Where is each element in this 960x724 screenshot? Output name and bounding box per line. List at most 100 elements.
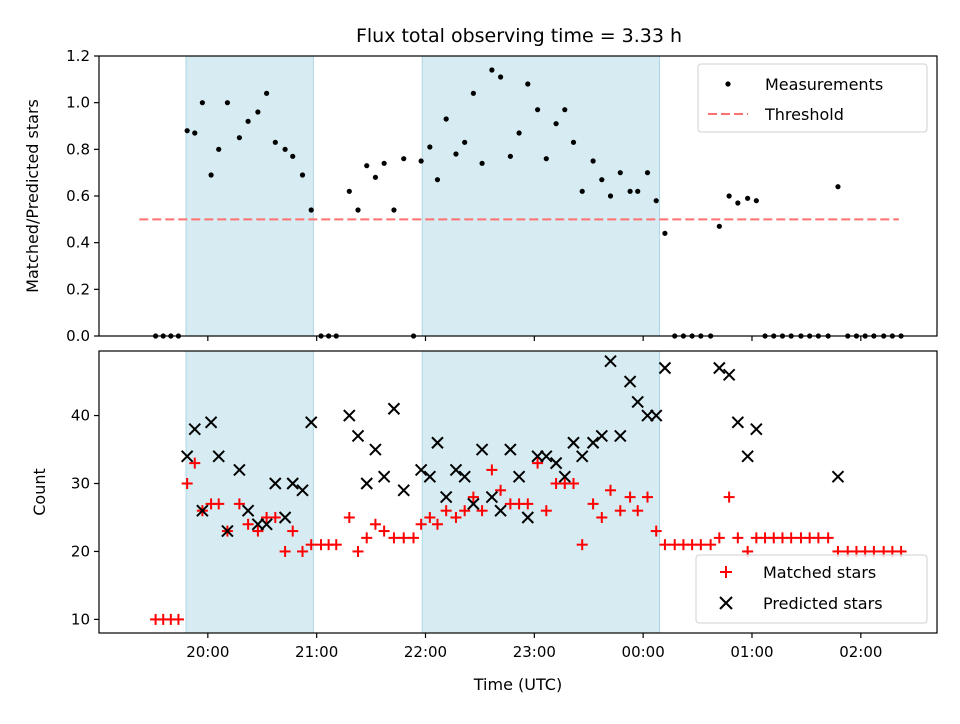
x-tick-label: 00:00: [622, 643, 665, 661]
predicted-star-point: [423, 470, 437, 483]
measurement-point: [590, 158, 596, 164]
measurement-point: [208, 172, 214, 178]
matched-star-point: [189, 457, 201, 469]
x-tick-label: 21:00: [295, 643, 338, 661]
predicted-star-point: [623, 375, 637, 388]
measurement-point: [245, 118, 251, 124]
matched-star-point: [713, 532, 725, 544]
measurement-point: [272, 139, 278, 145]
matched-star-point: [269, 511, 281, 523]
shaded-region-1: [185, 350, 314, 634]
matched-star-point: [378, 525, 390, 537]
measurement-point: [525, 81, 531, 87]
measurement-point: [534, 107, 541, 113]
x-tick-label: 20:00: [186, 643, 229, 661]
predicted-star-point: [305, 416, 318, 429]
matched-star-point: [415, 518, 427, 530]
predicted-star-point: [658, 361, 672, 375]
predicted-star-point: [221, 524, 234, 538]
measurement-point: [735, 200, 741, 206]
bottom-y-tick-label: 20: [71, 542, 90, 560]
measurement-point: [653, 198, 659, 204]
predicted-star-point: [549, 456, 563, 470]
x-tick-label: 22:00: [404, 643, 447, 661]
matched-star-point: [233, 498, 245, 510]
measurement-point: [224, 100, 231, 106]
predicted-star-point: [540, 450, 553, 463]
predicted-star-point: [233, 463, 246, 477]
measurement-point: [453, 151, 459, 157]
matched-star-point: [408, 532, 420, 544]
measurement-point: [282, 146, 288, 152]
measurement-point: [236, 135, 242, 141]
predicted-star-point: [750, 422, 763, 436]
predicted-star-point: [741, 450, 754, 463]
predicted-star-point: [278, 511, 292, 524]
matched-star-point: [424, 511, 436, 523]
matched-star-point: [450, 511, 462, 523]
measurement-point: [199, 100, 205, 106]
predicted-star-point: [494, 504, 507, 517]
measurement-point: [443, 116, 449, 122]
bottom-panel: 10 20 30 40 20:00 21:00 22:00 23:00 00:00 01:00 0…: [30, 350, 938, 694]
legend-measurements-label: Measurements: [765, 75, 883, 94]
matched-star-point: [388, 532, 400, 544]
matched-star-point: [723, 491, 735, 503]
bottom-y-tick-label: 10: [71, 610, 90, 628]
matched-star-point: [330, 539, 342, 551]
matched-star-point: [540, 505, 552, 517]
measurement-point: [516, 130, 522, 136]
matched-star-point: [476, 505, 488, 517]
matched-star-point: [568, 478, 580, 490]
measurement-point: [418, 158, 424, 164]
shaded-region-1: [185, 55, 314, 337]
predicted-star-point: [595, 429, 609, 443]
x-axis-label: Time (UTC): [473, 675, 562, 694]
matched-star-point: [705, 539, 717, 551]
legend-matched-marker: [720, 566, 732, 578]
predicted-star-point: [296, 484, 309, 497]
measurement-point: [184, 128, 190, 134]
matched-star-point: [785, 532, 797, 544]
matched-star-point: [587, 498, 599, 510]
predicted-star-point: [558, 470, 572, 483]
measurement-point: [599, 177, 605, 183]
top-panel: 0.0 0.2 0.4 0.6 0.8 1.0 1.2 Matched/Predicted …: [23, 47, 938, 345]
bottom-plot-frame: [98, 350, 938, 634]
measurement-point: [308, 207, 314, 213]
predicted-star-point: [650, 409, 663, 422]
matched-star-point: [398, 532, 410, 544]
predicted-star-point: [512, 470, 526, 483]
measurement-point: [753, 198, 759, 204]
predicted-star-point: [343, 409, 356, 422]
measurement-point: [479, 160, 485, 166]
matched-star-point: [213, 498, 225, 510]
matched-star-point: [822, 532, 834, 544]
measurement-point: [216, 146, 222, 152]
measurement-point: [662, 230, 668, 236]
matched-star-point: [297, 545, 309, 557]
measurement-point: [627, 188, 633, 194]
predicted-star-point: [180, 450, 194, 463]
matched-star-point: [343, 511, 355, 523]
predicted-star-point: [831, 470, 845, 483]
measurement-point: [644, 170, 651, 176]
predicted-star-point: [377, 470, 391, 483]
predicted-star-point: [504, 443, 517, 456]
measurement-point: [391, 207, 397, 213]
matched-star-point: [459, 505, 471, 517]
matched-star-point: [642, 491, 654, 503]
matched-star-point: [732, 532, 744, 544]
matched-star-point: [532, 457, 544, 469]
measurement-point: [255, 109, 261, 115]
matched-star-point: [305, 539, 317, 551]
measurement-point: [462, 139, 468, 145]
bottom-y-axis-ticks: 10 20 30 40: [71, 407, 99, 628]
measurement-point: [489, 67, 495, 73]
matched-star-point: [624, 491, 636, 503]
predicted-star-point: [604, 354, 617, 368]
measurement-point: [192, 130, 198, 136]
matched-star-point: [172, 613, 184, 625]
shaded-region-2: [421, 350, 660, 634]
predicted-star-point: [631, 395, 644, 409]
